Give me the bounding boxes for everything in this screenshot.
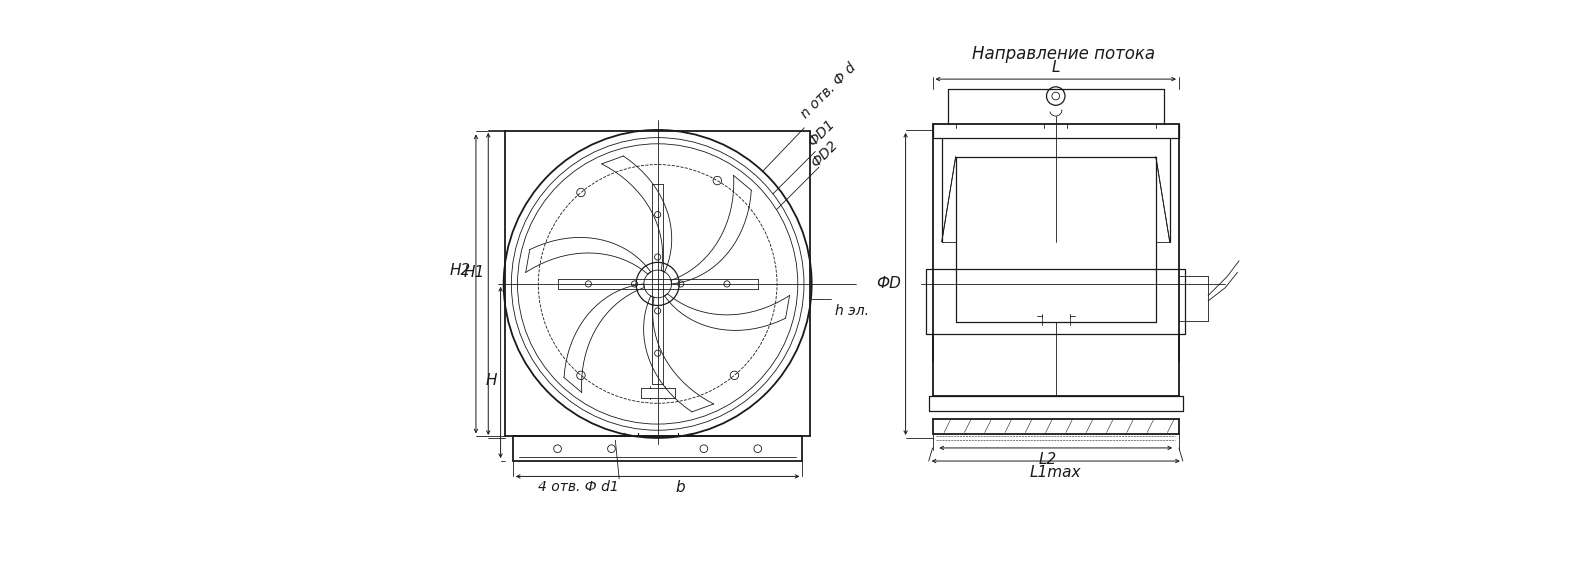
Text: L: L [1051,60,1061,75]
Text: ФD2: ФD2 [809,137,841,169]
Text: Направление потока: Направление потока [971,46,1155,64]
Text: ФD1: ФD1 [805,117,837,149]
Text: ФD: ФD [876,276,901,292]
Text: b: b [676,480,686,495]
Text: L2: L2 [1038,452,1057,467]
Text: L1max: L1max [1030,465,1081,480]
Text: H: H [486,373,498,388]
Text: n отв. Ф d: n отв. Ф d [799,61,860,122]
Text: H1: H1 [464,265,485,280]
Text: H2: H2 [450,262,472,278]
Text: 4 отв. Ф d1: 4 отв. Ф d1 [539,480,619,494]
Text: h эл.: h эл. [834,304,869,318]
